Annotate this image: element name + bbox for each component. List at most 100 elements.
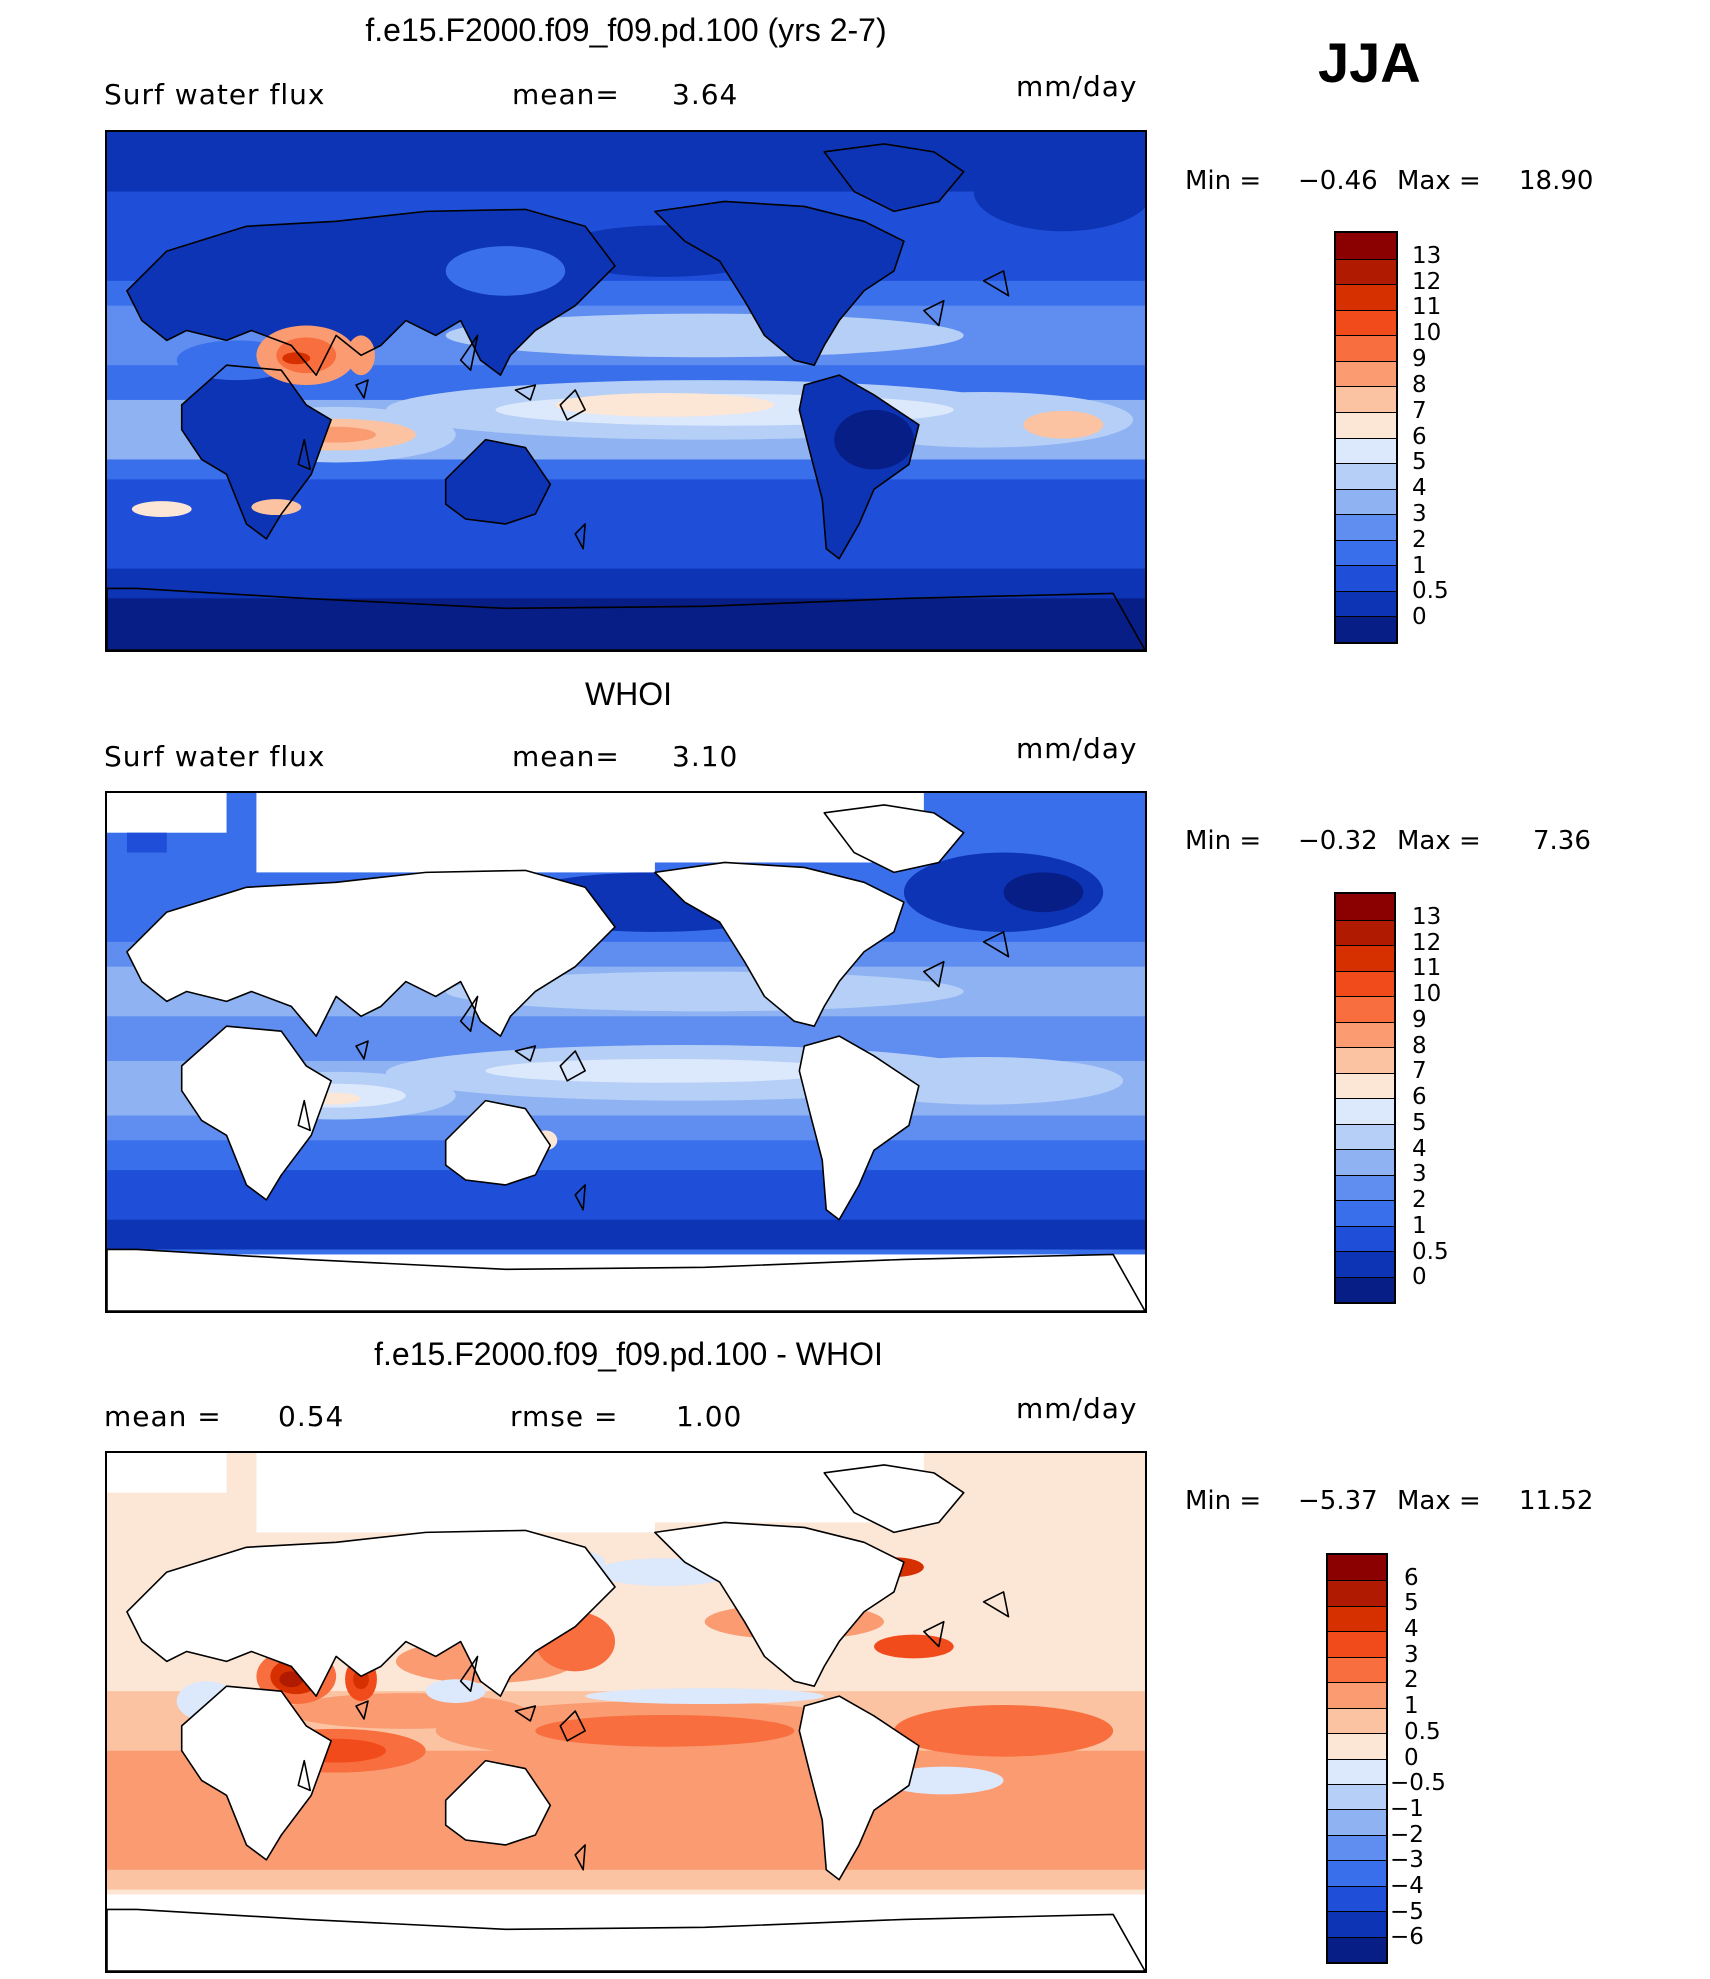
colorbar-swatch	[1336, 590, 1396, 617]
colorbar-tick-label: 0	[1412, 1264, 1427, 1291]
panel-title: f.e15.F2000.f09_f09.pd.100 - WHOI	[374, 1336, 883, 1372]
colorbar-tick-label: 11	[1412, 955, 1442, 982]
colorbar-tick-label: 10	[1412, 981, 1442, 1007]
colorbar-swatch	[1336, 1200, 1394, 1226]
colorbar-tick-label: 13	[1412, 903, 1442, 930]
colorbar-swatch	[1328, 1885, 1386, 1912]
colorbar-swatch	[1336, 360, 1396, 387]
colorbar-swatch	[1336, 1047, 1394, 1073]
colorbar-swatch	[1328, 1580, 1386, 1606]
stat-left-label: Surf water flux	[104, 78, 326, 111]
colorbar-tick-label: 1	[1404, 1693, 1419, 1720]
map-canvas	[107, 132, 1145, 650]
colorbar-swatch	[1328, 1834, 1386, 1861]
colorbar-swatch	[1328, 1631, 1386, 1657]
colorbar-tick-label: 7	[1412, 1058, 1427, 1085]
colorbar-swatch	[1328, 1860, 1386, 1886]
colorbar-tick-label: 2	[1412, 526, 1427, 553]
colorbar-swatch	[1336, 996, 1394, 1022]
map-diff	[105, 1451, 1147, 1973]
colorbar-swatch	[1328, 1605, 1386, 1632]
colorbar-tick-label: 4	[1404, 1616, 1419, 1643]
min-label: Min =	[1185, 1486, 1262, 1516]
colorbar-swatch	[1336, 919, 1394, 945]
max-label: Max =	[1397, 1486, 1481, 1516]
max-value: 7.36	[1533, 826, 1591, 856]
colorbar-tick-label: 3	[1404, 1641, 1419, 1668]
colorbar-tick-label: 1	[1412, 1212, 1427, 1239]
colorbar-swatch	[1336, 1276, 1394, 1302]
colorbar-swatch	[1336, 1149, 1394, 1175]
colorbar-swatch	[1336, 894, 1394, 920]
colorbar-tick-label: 6	[1412, 423, 1427, 450]
units-label: mm/day	[1016, 1392, 1138, 1425]
colorbar-swatch	[1336, 233, 1396, 259]
colorbar-tick-label: 5	[1404, 1590, 1419, 1617]
colorbar-tick-label: 0	[1404, 1744, 1419, 1771]
colorbar-tick-label: −1	[1390, 1795, 1424, 1822]
colorbar-tick-label: −5	[1390, 1898, 1424, 1925]
min-label: Min =	[1185, 166, 1262, 196]
colorbar-swatch	[1328, 1911, 1386, 1937]
colorbar-swatch	[1336, 463, 1396, 489]
min-value: −0.32	[1298, 826, 1378, 856]
colorbar-swatch	[1336, 1072, 1394, 1098]
colorbar-tick-label: 8	[1412, 371, 1427, 398]
stat-left-label: Surf water flux	[104, 740, 326, 773]
colorbar-swatch	[1336, 565, 1396, 591]
map-model	[105, 130, 1147, 652]
stat-mid-label: mean=	[512, 740, 620, 773]
map-canvas	[107, 1453, 1145, 1971]
colorbar-swatch	[1328, 1707, 1386, 1734]
colorbar-swatch	[1336, 335, 1396, 361]
colorbar-swatch	[1328, 1783, 1386, 1810]
colorbar-tick-label: 12	[1412, 268, 1442, 295]
max-label: Max =	[1397, 166, 1481, 196]
colorbar-swatch	[1336, 970, 1394, 996]
colorbar-swatch	[1328, 1936, 1386, 1962]
colorbar-tick-label: 2	[1404, 1667, 1419, 1694]
stat-left-label: mean =	[104, 1400, 222, 1433]
colorbar-swatch	[1336, 309, 1396, 336]
colorbar-tick-label: 5	[1412, 1109, 1427, 1136]
stat-mid-label: rmse =	[510, 1400, 619, 1433]
colorbar-tick-label: 6	[1404, 1564, 1419, 1591]
map-canvas	[107, 793, 1145, 1311]
colorbar-tick-label: 7	[1412, 397, 1427, 424]
colorbar-tick-label: 4	[1412, 1135, 1427, 1162]
colorbar-swatch	[1336, 437, 1396, 464]
colorbar-swatch	[1328, 1733, 1386, 1759]
colorbar-tick-label: 0.5	[1412, 1238, 1449, 1265]
colorbar-swatch	[1328, 1682, 1386, 1708]
colorbar-swatch	[1336, 514, 1396, 540]
colorbar-tick-label: −0.5	[1390, 1770, 1446, 1797]
colorbar-tick-label: −6	[1390, 1924, 1424, 1951]
colorbar-tick-label: 1	[1412, 552, 1427, 579]
colorbar-tick-label: 13	[1412, 242, 1442, 269]
colorbar-swatch	[1336, 386, 1396, 412]
colorbar-swatch	[1328, 1656, 1386, 1683]
stat-mid-value: 1.00	[676, 1400, 743, 1433]
panel-title: f.e15.F2000.f09_f09.pd.100 (yrs 2-7)	[365, 12, 887, 48]
stat-left-value: 0.54	[278, 1400, 345, 1433]
panel-title: WHOI	[584, 676, 673, 712]
colorbar-tick-label: 3	[1412, 1161, 1427, 1188]
colorbar-tick-label: −4	[1390, 1872, 1424, 1899]
colorbar-tick-label: −2	[1390, 1821, 1424, 1848]
colorbar-tick-label: 11	[1412, 294, 1442, 321]
min-value: −0.46	[1298, 166, 1378, 196]
units-label: mm/day	[1016, 70, 1138, 103]
map-obs	[105, 791, 1147, 1313]
colorbar-swatch	[1336, 1123, 1394, 1149]
colorbar-swatch	[1336, 1225, 1394, 1251]
colorbar-swatch	[1336, 1098, 1394, 1124]
colorbar-swatch	[1336, 284, 1396, 310]
colorbar-swatch	[1336, 539, 1396, 566]
colorbar-tick-label: 10	[1412, 320, 1442, 347]
colorbar-tick-label: 4	[1412, 475, 1427, 502]
colorbar-tick-label: 0.5	[1404, 1718, 1441, 1745]
colorbar-swatch	[1336, 1174, 1394, 1200]
max-value: 11.52	[1519, 1486, 1594, 1516]
colorbar-swatch	[1328, 1555, 1386, 1581]
colorbar-swatch	[1336, 1021, 1394, 1047]
